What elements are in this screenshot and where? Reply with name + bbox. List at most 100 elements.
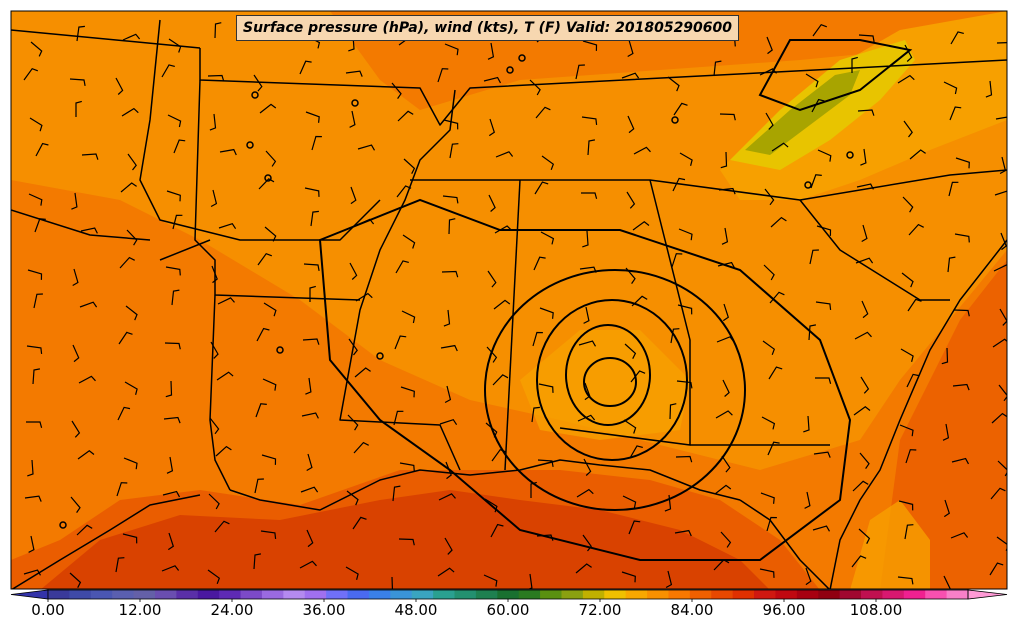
wind-barb (529, 79, 541, 96)
wind-barb (299, 560, 317, 569)
wind-barb (771, 142, 789, 152)
wind-barb (125, 305, 138, 321)
wind-barb (27, 459, 34, 477)
wind-barb (218, 222, 237, 230)
wind-barb (29, 117, 43, 132)
wind-barb (943, 81, 958, 95)
closed-contour-1 (251, 91, 259, 99)
isobar-mid (536, 299, 688, 461)
wind-barb (347, 414, 359, 431)
wind-barb (121, 107, 139, 117)
wind-barb (491, 448, 507, 462)
wind-barb (769, 291, 785, 304)
wind-barb (439, 418, 458, 426)
wind-barb (258, 178, 275, 190)
wind-barb (995, 116, 1007, 120)
wind-barb (766, 36, 773, 55)
wind-barb (399, 462, 415, 472)
wind-barb (720, 151, 728, 169)
wind-barb (392, 485, 401, 502)
wind-barb (531, 406, 540, 423)
wind-barb (805, 73, 819, 88)
wind-barb (117, 406, 131, 421)
colorbar-segment (818, 590, 841, 599)
wind-barb (532, 331, 543, 347)
temperature-region-florida (850, 500, 930, 589)
wind-barb (582, 40, 598, 51)
wind-barb (253, 553, 262, 570)
wind-barb (540, 231, 555, 245)
wind-barb (346, 490, 359, 506)
wind-barb (216, 371, 234, 381)
wind-barb (672, 177, 686, 192)
temperature-region-high-peaks (745, 70, 860, 155)
wind-barb (994, 190, 1007, 196)
wind-barb (858, 34, 875, 43)
colorbar-segment (689, 590, 712, 599)
wind-barb (493, 299, 511, 310)
wind-barb (217, 297, 235, 305)
wind-barb (23, 67, 39, 81)
colorbar-segment (946, 590, 969, 599)
wind-barb (445, 461, 452, 480)
coastline-4 (829, 239, 1007, 589)
wind-barb (629, 445, 643, 459)
wind-barb (584, 382, 591, 401)
wind-barb (172, 214, 183, 230)
wind-barb (538, 383, 554, 393)
wind-barb (255, 403, 267, 418)
wind-barb (264, 226, 277, 242)
wind-barb (676, 380, 693, 389)
wind-barb (998, 384, 1007, 402)
wind-barb (35, 142, 49, 157)
wind-barb (859, 452, 870, 469)
wind-barb (581, 116, 598, 125)
colorbar-tick-label: 24.00 (210, 601, 254, 619)
wind-barb (713, 559, 730, 571)
wind-barb (77, 450, 95, 460)
wind-barb (622, 495, 637, 509)
wind-barb (254, 478, 264, 494)
wind-barb (898, 500, 914, 511)
colorbar-tick-label: 84.00 (670, 601, 714, 619)
wind-barb (815, 377, 832, 384)
wind-barb (122, 33, 141, 41)
colorbar-segment (347, 590, 370, 599)
wind-barb (578, 340, 597, 347)
wind-barb (393, 410, 404, 426)
wind-barb (80, 227, 98, 234)
wind-barb (34, 218, 46, 233)
wind-barb (575, 64, 585, 80)
wind-barb (857, 109, 875, 116)
colorbar-tick-label: 96.00 (762, 601, 806, 619)
wind-barb (115, 557, 125, 573)
colorbar-segment (561, 590, 584, 599)
colorbar-segment (647, 590, 669, 599)
wind-barb (587, 139, 596, 156)
coastline-3 (739, 499, 831, 589)
wind-barb (166, 456, 174, 474)
wind-barb (583, 458, 592, 476)
wind-barb (583, 306, 590, 324)
wind-barb (355, 292, 373, 302)
colorbar-segment (861, 590, 883, 599)
wind-barb (492, 374, 509, 386)
wind-barb (353, 441, 369, 454)
wind-barb (804, 491, 811, 509)
wind-barb (1000, 232, 1007, 251)
wind-barb (214, 22, 222, 39)
wind-barb (69, 78, 86, 87)
wind-barb (533, 256, 546, 271)
wind-barb (901, 272, 914, 288)
wind-barb (536, 534, 554, 541)
wind-barb (904, 44, 913, 62)
wind-barb (855, 257, 874, 264)
wind-barb (759, 568, 775, 578)
wind-barb (161, 64, 175, 78)
wind-barb (763, 264, 775, 281)
colorbar-segment (839, 590, 862, 599)
wind-barb (899, 424, 914, 437)
wind-barb (950, 31, 964, 45)
wind-barb (768, 366, 783, 380)
wind-barb (810, 174, 822, 189)
